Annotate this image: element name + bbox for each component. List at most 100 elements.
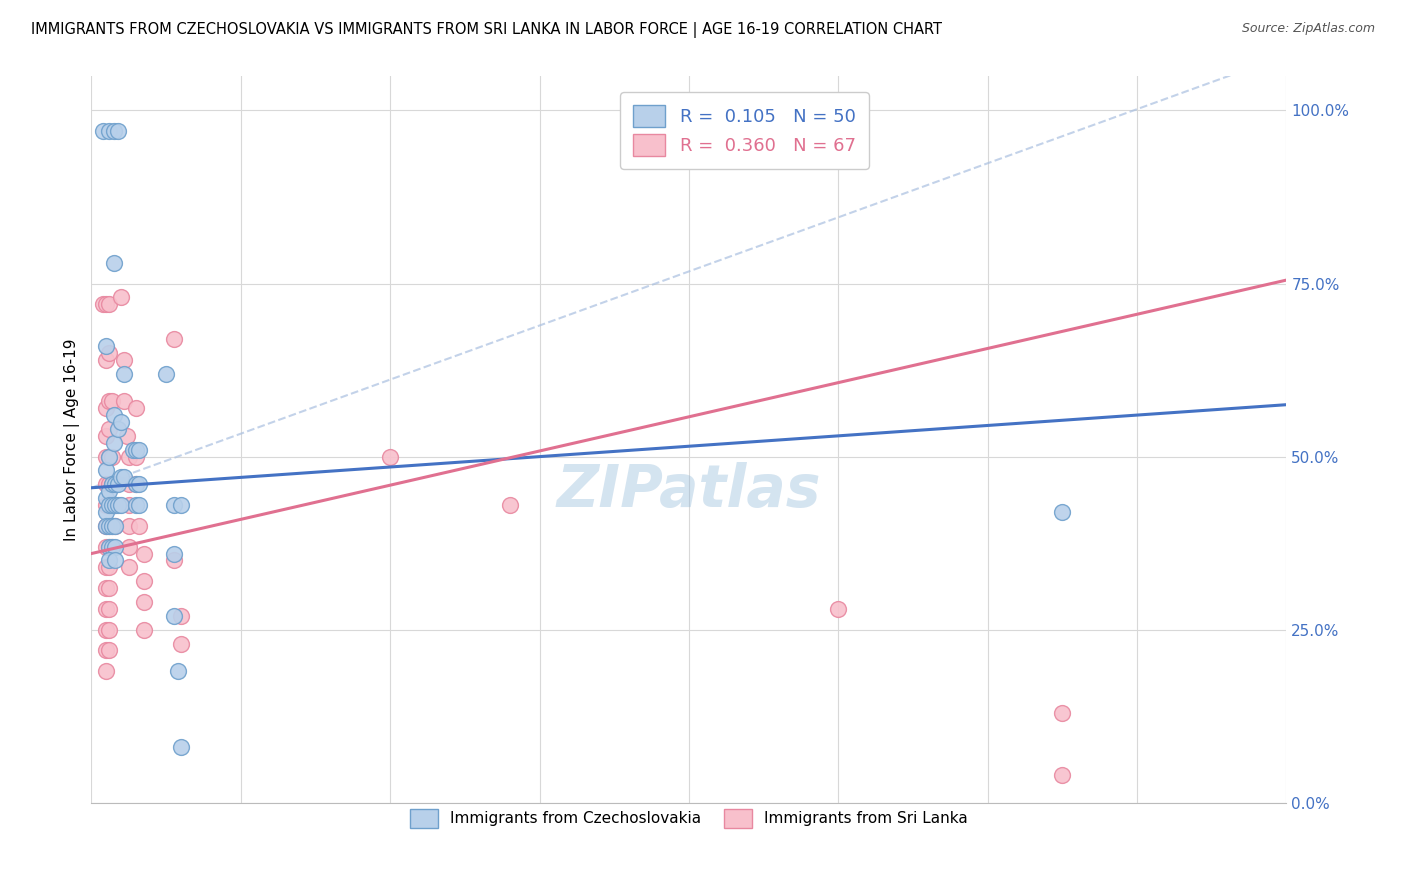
Point <box>162 498 184 512</box>
Point <box>103 124 125 138</box>
Point <box>101 498 124 512</box>
Point <box>101 477 124 491</box>
Point <box>112 352 135 367</box>
Point <box>170 608 193 623</box>
Point <box>98 602 121 616</box>
Point <box>98 540 121 554</box>
Point <box>112 367 135 381</box>
Point <box>101 519 124 533</box>
Point <box>98 498 121 512</box>
Point <box>110 290 132 304</box>
Point <box>125 477 148 491</box>
Point <box>98 477 121 491</box>
Point <box>110 415 132 429</box>
Point <box>115 429 138 443</box>
Point <box>827 602 849 616</box>
Point <box>98 394 121 409</box>
Point <box>98 519 121 533</box>
Point <box>107 477 129 491</box>
Point <box>128 442 150 457</box>
Point <box>104 519 127 533</box>
Point <box>98 124 121 138</box>
Point <box>170 498 193 512</box>
Point <box>98 422 121 436</box>
Point <box>96 665 118 679</box>
Legend: Immigrants from Czechoslovakia, Immigrants from Sri Lanka: Immigrants from Czechoslovakia, Immigran… <box>402 801 976 835</box>
Point <box>125 450 148 464</box>
Point <box>132 547 155 561</box>
Point <box>98 540 121 554</box>
Point <box>101 450 124 464</box>
Point <box>107 422 129 436</box>
Point <box>101 498 124 512</box>
Point <box>96 581 118 595</box>
Point <box>96 491 118 505</box>
Point <box>125 498 148 512</box>
Point <box>162 608 184 623</box>
Point <box>112 470 135 484</box>
Point <box>104 540 127 554</box>
Text: IMMIGRANTS FROM CZECHOSLOVAKIA VS IMMIGRANTS FROM SRI LANKA IN LABOR FORCE | AGE: IMMIGRANTS FROM CZECHOSLOVAKIA VS IMMIGR… <box>31 22 942 38</box>
Point <box>128 519 150 533</box>
Point <box>125 442 148 457</box>
Text: ZIPatlas: ZIPatlas <box>557 462 821 519</box>
Point <box>125 401 148 416</box>
Point <box>98 643 121 657</box>
Text: Source: ZipAtlas.com: Source: ZipAtlas.com <box>1241 22 1375 36</box>
Y-axis label: In Labor Force | Age 16-19: In Labor Force | Age 16-19 <box>65 338 80 541</box>
Point <box>155 367 177 381</box>
Point <box>96 643 118 657</box>
Point <box>132 623 155 637</box>
Point <box>162 332 184 346</box>
Point <box>1052 706 1074 720</box>
Point <box>162 553 184 567</box>
Point <box>170 740 193 755</box>
Point <box>104 498 127 512</box>
Point <box>101 540 124 554</box>
Point <box>167 665 190 679</box>
Point <box>98 581 121 595</box>
Point <box>96 429 118 443</box>
Point <box>125 477 148 491</box>
Point <box>98 498 121 512</box>
Point <box>498 498 520 512</box>
Point <box>104 477 127 491</box>
Point <box>118 450 141 464</box>
Point <box>118 560 141 574</box>
Point <box>96 450 118 464</box>
Point <box>98 519 121 533</box>
Point <box>101 519 124 533</box>
Point <box>98 297 121 311</box>
Point <box>107 498 129 512</box>
Point <box>96 623 118 637</box>
Point <box>170 636 193 650</box>
Point <box>96 401 118 416</box>
Point <box>110 470 132 484</box>
Point <box>96 352 118 367</box>
Point <box>103 408 125 422</box>
Point <box>98 450 121 464</box>
Point <box>128 498 150 512</box>
Point <box>103 256 125 270</box>
Point <box>128 477 150 491</box>
Point <box>96 560 118 574</box>
Point <box>132 574 155 589</box>
Point <box>1052 768 1074 782</box>
Point <box>118 540 141 554</box>
Point <box>132 595 155 609</box>
Point <box>98 623 121 637</box>
Point <box>96 505 118 519</box>
Point <box>98 484 121 499</box>
Point <box>101 394 124 409</box>
Point <box>96 540 118 554</box>
Point <box>93 124 114 138</box>
Point <box>96 519 118 533</box>
Point <box>378 450 402 464</box>
Point <box>98 345 121 359</box>
Point <box>104 498 127 512</box>
Point <box>103 435 125 450</box>
Point <box>118 477 141 491</box>
Point <box>96 477 118 491</box>
Point <box>118 498 141 512</box>
Point <box>96 297 118 311</box>
